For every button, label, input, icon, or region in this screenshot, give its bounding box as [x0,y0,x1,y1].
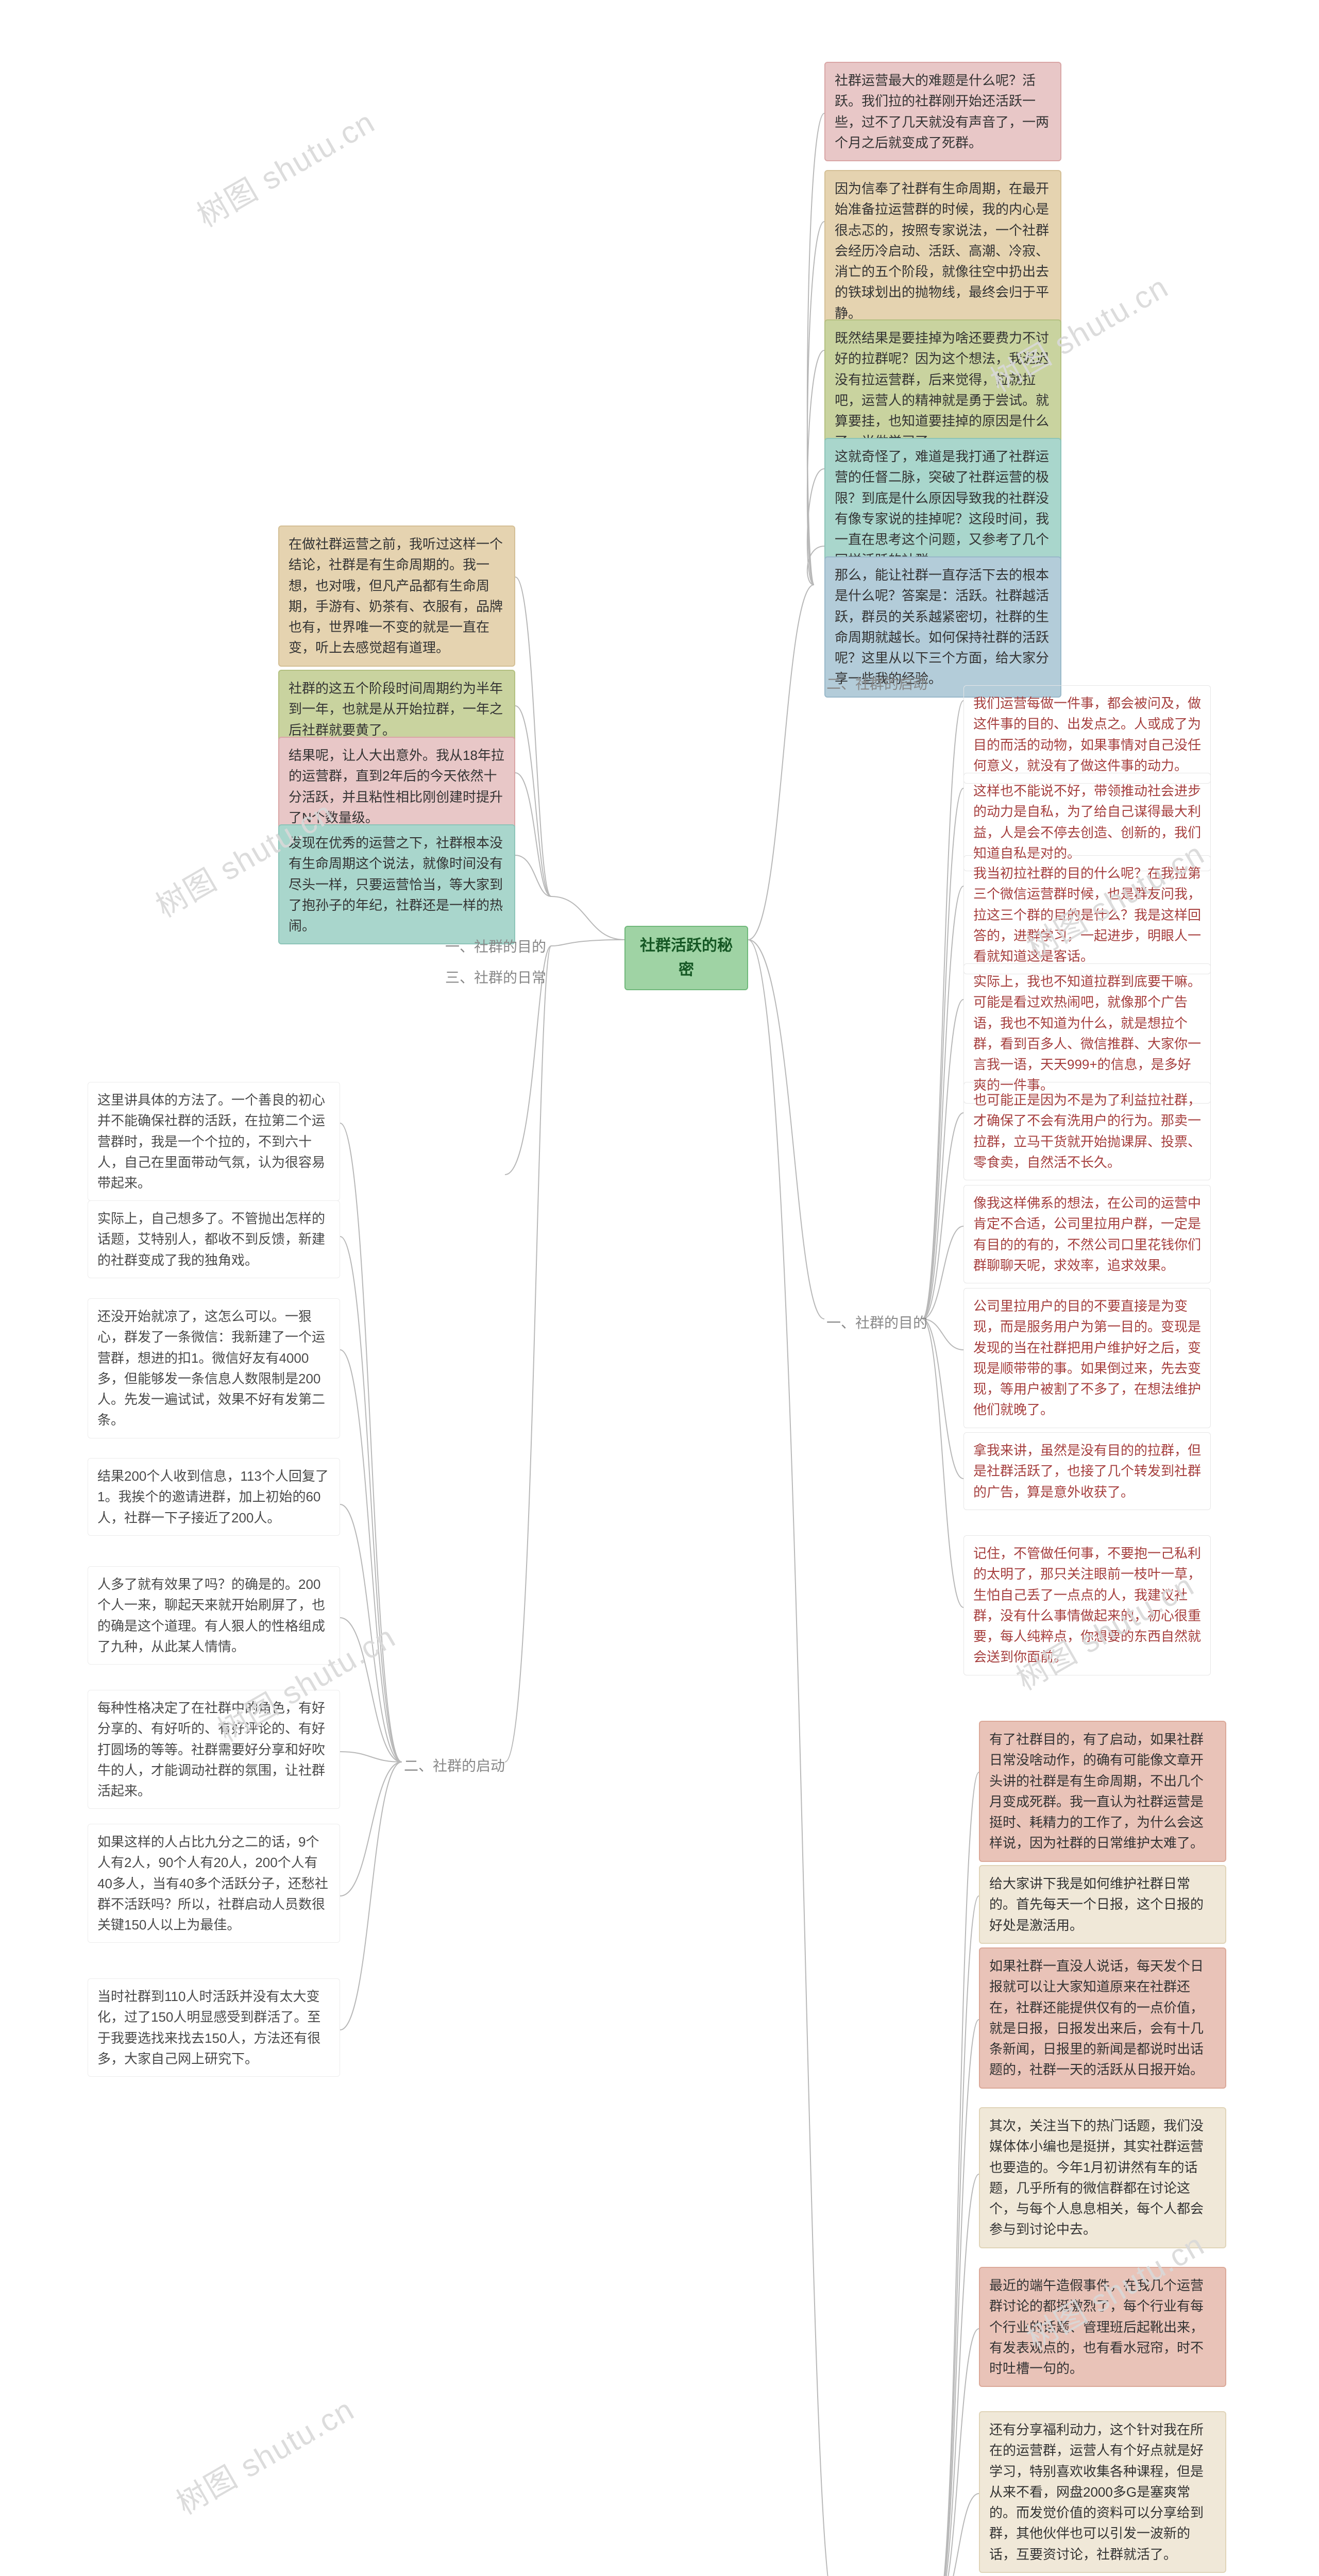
l2-7: 当时社群到110人时活跃并没有太大变化，过了150人明显感受到群活了。至于我要选… [88,1978,340,2077]
r3-3: 其次，关注当下的热门话题，我们没媒体体小编也是挺拼，其实社群运营也要造的。今年1… [979,2107,1226,2248]
r1-6: 公司里拉用户的目的不要直接是为变现，而是服务用户为第一目的。变现是发现的当在社群… [963,1288,1211,1428]
l2-4: 人多了就有效果了吗？的确是的。200个人一来，聊起天来就开始刷屏了，也的确是这个… [88,1566,340,1665]
r1-5: 像我这样佛系的想法，在公司的运营中肯定不合适，公司里拉用户群，一定是有目的的有的… [963,1185,1211,1283]
intro-l-0: 在做社群运营之前，我听过这样一个结论，社群是有生命周期的。我一想，也对哦，但凡产… [278,526,515,667]
r1-8: 记住，不管做任何事，不要抱一己私利的太明了，那只关注眼前一枝叶一草，生怕自己丢了… [963,1535,1211,1675]
intro-r-1: 因为信奉了社群有生命周期，在最开始准备拉运营群的时候，我的内心是很忐忑的，按照专… [824,170,1061,332]
intro-l-3: 发现在优秀的运营之下，社群根本没有生命周期这个说法，就像时间没有尽头一样，只要运… [278,824,515,944]
watermark: 树图 shutu.cn [188,97,382,235]
l2-6: 如果这样的人占比九分之二的话，9个人有2人，90个人有20人，200个人有40多… [88,1824,340,1943]
header-r2: 二、社群的启动 [824,670,929,698]
r1-0: 我们运营每做一件事，都会被问及，做这件事的目的、出发点之。人或成了为目的而活的动… [963,685,1211,784]
r3-0: 有了社群目的，有了启动，如果社群日常没啥动作，的确有可能像文章开头讲的社群是有生… [979,1721,1226,1862]
header-r-s1: 一、社群的目的 [824,1309,929,1337]
r1-4: 也可能正是因为不是为了利益拉社群，才确保了不会有洗用户的行为。那卖一拉群，立马干… [963,1082,1211,1180]
watermark: 树图 shutu.cn [167,2385,361,2523]
l2-2: 还没开始就凉了，这怎么可以。一狠心，群发了一条微信：我新建了一个运营群，想进的扣… [88,1298,340,1438]
l2-1: 实际上，自己想多了。不管抛出怎样的话题，艾特别人，都收不到反馈，新建的社群变成了… [88,1200,340,1278]
r1-7: 拿我来讲，虽然是没有目的的拉群，但是社群活跃了，也接了几个转发到社群的广告，算是… [963,1432,1211,1510]
header-l-s2: 二、社群的启动 [402,1752,507,1780]
r3-4: 最近的端午造假事件，在我几个运营群讨论的都挺激烈了，每个行业有每个行业的话题、管… [979,2267,1226,2387]
r3-5: 还有分享福利动力，这个针对我在所在的运营群，运营人有个好点就是好学习，特别喜欢收… [979,2411,1226,2573]
header-l-s3: 三、社群的日常 [443,963,548,992]
r3-2: 如果社群一直没人说话，每天发个日报就可以让大家知道原来在社群还在，社群还能提供仅… [979,1947,1226,2089]
r1-2: 我当初拉社群的目的什么呢？在我拉第三个微信运营群时候，也是群友问我，拉这三个群的… [963,855,1211,974]
intro-r-0: 社群运营最大的难题是什么呢？活跃。我们拉的社群刚开始还活跃一些，过不了几天就没有… [824,62,1061,161]
intro-l-2: 结果呢，让人大出意外。我从18年拉的运营群，直到2年后的今天依然十分活跃，并且粘… [278,737,515,836]
l2-0: 这里讲具体的方法了。一个善良的初心并不能确保社群的活跃，在拉第二个运营群时，我是… [88,1082,340,1201]
r3-1: 给大家讲下我是如何维护社群日常的。首先每天一个日报，这个日报的好处是激活用。 [979,1865,1226,1944]
l2-5: 每种性格决定了在社群中的角色，有好分享的、有好听的、有好评论的、有好打圆场的等等… [88,1690,340,1809]
header-l-s1: 一、社群的目的 [443,933,548,961]
l2-3: 结果200个人收到信息，113个人回复了1。我挨个的邀请进群，加上初始的60人，… [88,1458,340,1536]
root-node: 社群活跃的秘密 [624,926,748,990]
